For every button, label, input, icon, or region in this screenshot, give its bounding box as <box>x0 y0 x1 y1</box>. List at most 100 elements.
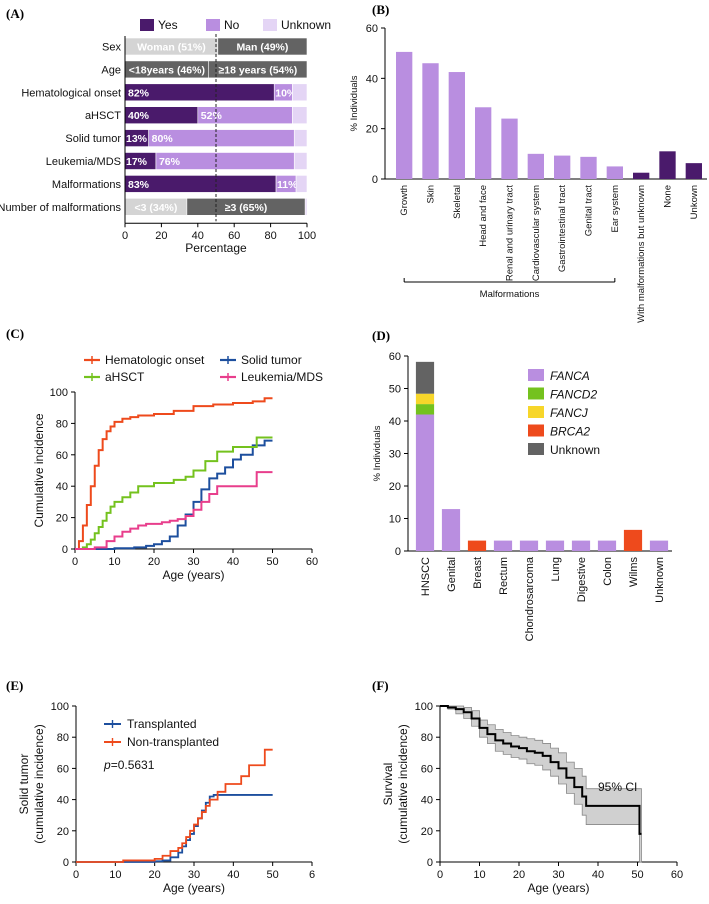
series-line <box>76 748 273 863</box>
legend-swatch-yes <box>140 19 154 31</box>
legend-label: Solid tumor <box>241 353 302 367</box>
y-tick-label: 20 <box>56 513 68 525</box>
legend-label-no: No <box>224 18 240 32</box>
x-tick-label: None <box>663 185 674 208</box>
bar <box>580 156 597 179</box>
y-tick-label: 30 <box>389 449 401 461</box>
y-tick-label: 20 <box>366 124 378 136</box>
x-tick-label: Lung <box>550 557 562 581</box>
x-tick-label: 60 <box>306 556 318 568</box>
series-line <box>75 439 273 550</box>
x-tick-label: 60 <box>228 230 240 242</box>
x-tick-label: 20 <box>513 869 525 881</box>
x-tick-label: HNSCC <box>420 557 432 596</box>
x-tick-label: 0 <box>72 556 78 568</box>
y-axis-title: Survival <box>381 763 395 806</box>
right-pct-label: 1% <box>310 202 326 214</box>
ci-band <box>440 705 642 863</box>
x-tick-label: 40 <box>227 556 239 568</box>
x-tick-label: 6 <box>309 869 315 881</box>
x-tick-label: 100 <box>298 230 316 242</box>
x-tick-label: 80 <box>264 230 276 242</box>
right-pct-label: 7% <box>310 156 326 168</box>
panel-label-b: (B) <box>372 2 389 17</box>
bar-segment <box>415 393 435 405</box>
y-tick-label: 60 <box>389 351 401 363</box>
x-tick-label: 50 <box>267 869 279 881</box>
right-pct-label: 8% <box>310 87 326 99</box>
y-tick-label: 40 <box>389 416 401 428</box>
x-tick-label: 30 <box>187 556 199 568</box>
legend-swatch <box>528 443 544 455</box>
y-tick-label: 100 <box>415 701 433 713</box>
y-tick-label: 40 <box>366 73 378 85</box>
y-tick-label: 0 <box>395 546 401 558</box>
segment-label: 40% <box>128 110 150 122</box>
row-label: Sex <box>102 42 121 54</box>
x-tick-label: 30 <box>552 869 564 881</box>
y-tick-label: 0 <box>427 857 433 869</box>
x-tick-label: 10 <box>473 869 485 881</box>
y-tick-label: 60 <box>421 763 433 775</box>
x-tick-label: Wilms <box>628 557 640 587</box>
legend-swatch-no <box>206 19 220 31</box>
segment-label: <18years (46%) <box>129 64 205 76</box>
bar <box>633 172 650 179</box>
legend-swatch-unknown <box>263 19 277 31</box>
segment-label: Woman (51%) <box>137 42 206 54</box>
segment-label: 13% <box>126 133 148 145</box>
y-tick-label: 10 <box>389 514 401 526</box>
series-line <box>75 436 273 550</box>
bar-segment <box>292 83 308 102</box>
bar-segment <box>208 60 308 79</box>
right-pct-label: 7% <box>310 133 326 145</box>
y-tick-label: 80 <box>421 732 433 744</box>
segment-label: 11% <box>277 179 298 191</box>
x-tick-label: Growth <box>399 185 410 216</box>
x-tick-label: 40 <box>227 869 239 881</box>
bar <box>475 107 492 179</box>
x-tick-label: With malformations but unknown <box>636 185 647 323</box>
x-tick-label: Unknown <box>654 557 666 603</box>
legend-label: BRCA2 <box>550 425 590 439</box>
x-tick-label: 50 <box>266 556 278 568</box>
row-label: Leukemia/MDS <box>46 156 121 168</box>
bar-segment <box>493 540 513 551</box>
bar-segment <box>293 152 308 170</box>
bar-segment <box>519 540 539 551</box>
bar-segment <box>467 540 487 551</box>
y-tick-label: 0 <box>372 174 378 186</box>
bar <box>685 163 702 179</box>
y-tick-label: 80 <box>56 418 68 430</box>
x-axis-title: Age (years) <box>527 881 589 895</box>
x-tick-label: 10 <box>109 869 121 881</box>
y-tick-label: 60 <box>57 763 69 775</box>
y-tick-label: 60 <box>56 450 68 462</box>
x-tick-label: 10 <box>108 556 120 568</box>
bar-segment <box>217 37 308 56</box>
p-value: =0.5631 <box>111 758 155 772</box>
bar-segment <box>649 540 669 551</box>
segment-label: 82% <box>128 87 150 99</box>
x-axis-title: Age (years) <box>163 881 225 895</box>
panel-label-d: (D) <box>372 328 390 343</box>
y-axis-title: % Individuals <box>372 425 383 481</box>
x-tick-label: 50 <box>631 869 643 881</box>
x-tick-label: Rectum <box>498 557 510 595</box>
x-axis-title: Percentage <box>185 241 247 255</box>
y-tick-label: 40 <box>56 481 68 493</box>
survival-line <box>440 705 642 835</box>
y-tick-label: 20 <box>57 826 69 838</box>
bar <box>554 155 571 179</box>
y-tick-label: 100 <box>51 701 69 713</box>
legend-label: Transplanted <box>127 717 197 731</box>
x-tick-label: Gastrointestinal tract <box>557 185 568 272</box>
segment-label: 52% <box>201 110 223 122</box>
legend-label: Hematologic onset <box>105 353 205 367</box>
x-tick-label: 40 <box>192 230 204 242</box>
y-tick-label: 20 <box>389 481 401 493</box>
x-tick-label: 20 <box>155 230 167 242</box>
y-axis-title-2: (cumulative incidence) <box>32 724 46 843</box>
row-label: Number of malformations <box>0 202 121 214</box>
